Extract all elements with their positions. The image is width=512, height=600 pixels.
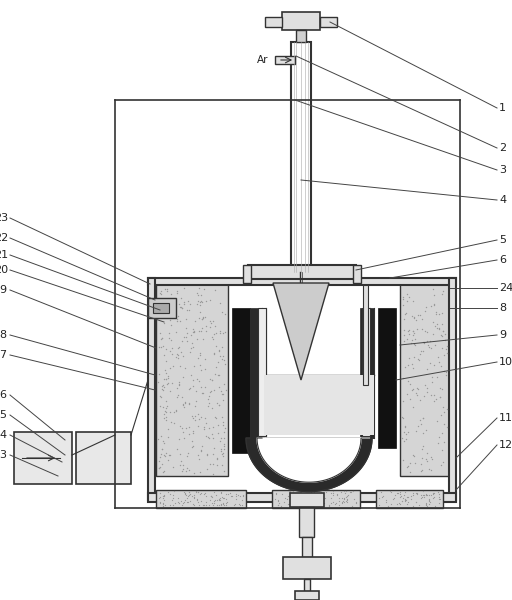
Bar — [362, 308, 370, 436]
Bar — [295, 591, 319, 600]
Bar — [148, 278, 155, 500]
Text: 16: 16 — [0, 390, 8, 400]
Text: 13: 13 — [0, 450, 8, 460]
Text: 12: 12 — [499, 440, 512, 450]
Bar — [156, 284, 228, 476]
Text: 22: 22 — [0, 233, 8, 243]
Bar — [291, 42, 311, 272]
Text: 21: 21 — [0, 250, 8, 260]
Text: 6: 6 — [499, 255, 506, 265]
Bar — [320, 17, 337, 27]
Bar — [283, 557, 331, 579]
Bar — [156, 490, 246, 508]
Bar — [363, 285, 368, 385]
Bar — [148, 298, 176, 318]
Polygon shape — [273, 283, 329, 380]
Bar — [360, 308, 374, 438]
Bar — [258, 308, 266, 436]
Text: 17: 17 — [0, 350, 8, 360]
Bar — [243, 265, 251, 283]
Text: 18: 18 — [0, 330, 8, 340]
Polygon shape — [257, 438, 370, 482]
Bar — [296, 30, 306, 42]
Bar — [265, 17, 282, 27]
Text: 9: 9 — [499, 330, 506, 340]
Bar — [14, 432, 72, 484]
Bar — [282, 12, 320, 30]
Text: 23: 23 — [0, 213, 8, 223]
Bar — [148, 493, 456, 502]
Text: 4: 4 — [499, 195, 506, 205]
Bar — [299, 507, 314, 537]
Text: 20: 20 — [0, 265, 8, 275]
Text: 2: 2 — [499, 143, 506, 153]
Text: 14: 14 — [0, 430, 8, 440]
Bar — [153, 303, 169, 313]
Bar — [76, 432, 131, 484]
Polygon shape — [246, 438, 374, 491]
Bar — [264, 375, 374, 435]
Text: 真空系统: 真空系统 — [290, 567, 315, 577]
Bar — [290, 493, 324, 507]
Bar — [304, 579, 310, 591]
Bar — [275, 56, 295, 64]
Bar — [353, 265, 361, 283]
Bar — [250, 308, 264, 438]
Bar — [232, 308, 250, 453]
Bar — [148, 278, 456, 285]
Text: 24: 24 — [499, 283, 512, 293]
Text: 11: 11 — [499, 413, 512, 423]
Text: Ar: Ar — [257, 55, 268, 65]
Bar — [449, 278, 456, 500]
Bar — [272, 490, 360, 508]
Bar — [378, 308, 396, 448]
Text: 8: 8 — [499, 303, 506, 313]
Text: 3: 3 — [499, 165, 506, 175]
Text: 5: 5 — [499, 235, 506, 245]
Text: 15: 15 — [0, 410, 8, 420]
Text: 1: 1 — [499, 103, 506, 113]
Bar — [400, 284, 449, 476]
Bar — [376, 490, 443, 508]
Text: 10: 10 — [499, 357, 512, 367]
Bar — [248, 265, 356, 279]
Bar — [302, 537, 312, 557]
Text: 19: 19 — [0, 285, 8, 295]
